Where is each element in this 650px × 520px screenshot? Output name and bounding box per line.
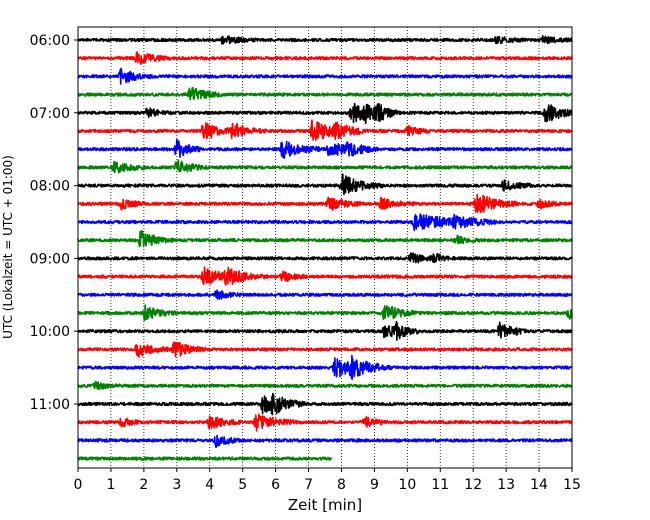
trace-line <box>77 230 573 248</box>
trace-line <box>77 456 333 461</box>
trace-line <box>77 138 573 159</box>
x-axis-ticks: 0 1 2 3 4 5 6 7 8 9 10 11 12 13 14 15 <box>74 468 581 493</box>
trace-line <box>77 173 573 196</box>
x-tick-label: 0 <box>74 477 83 493</box>
trace-line <box>77 341 573 358</box>
trace-line <box>77 193 573 214</box>
x-tick-label: 9 <box>370 477 379 493</box>
y-tick-label: 06:00 <box>30 33 70 49</box>
x-tick-label: 10 <box>398 477 416 493</box>
x-tick-label: 4 <box>205 477 214 493</box>
plot-frame <box>77 26 573 469</box>
trace-line <box>77 392 573 416</box>
x-tick-label: 15 <box>563 477 581 493</box>
y-tick-label: 07:00 <box>30 106 70 122</box>
trace-line <box>77 159 573 174</box>
y-axis-ticks: 06:00 07:00 08:00 09:00 10:00 11:00 <box>30 33 78 413</box>
trace-line <box>77 67 573 85</box>
x-tick-label: 13 <box>497 477 515 493</box>
trace-line <box>77 354 573 380</box>
trace-line <box>77 102 573 125</box>
trace-line <box>77 380 573 390</box>
x-tick-label: 1 <box>106 477 115 493</box>
trace-line <box>77 289 573 300</box>
y-axis-label: UTC (Lokalzeit = UTC + 01:00) <box>1 155 15 339</box>
x-tick-label: 5 <box>238 477 247 493</box>
plot-area <box>78 27 572 468</box>
y-tick-label: 08:00 <box>30 179 70 195</box>
trace-line <box>77 119 573 141</box>
trace-line <box>77 434 573 448</box>
trace-line <box>77 266 573 286</box>
x-tick-label: 3 <box>172 477 181 493</box>
trace-line <box>77 252 573 264</box>
y-tick-label: 09:00 <box>30 251 70 267</box>
trace-line <box>77 304 573 322</box>
trace-line <box>77 413 573 432</box>
trace-line <box>77 35 573 45</box>
x-tick-label: 7 <box>304 477 313 493</box>
y-tick-label: 10:00 <box>30 324 70 340</box>
trace-line <box>77 213 573 232</box>
x-tick-label: 8 <box>337 477 346 493</box>
x-tick-label: 6 <box>271 477 280 493</box>
trace-line <box>77 320 573 341</box>
x-tick-label: 11 <box>431 477 449 493</box>
x-axis-label: Zeit [min] <box>288 496 362 514</box>
x-tick-label: 14 <box>530 477 548 493</box>
x-tick-label: 2 <box>139 477 148 493</box>
trace-line <box>77 51 573 65</box>
trace-line <box>77 86 573 101</box>
y-tick-label: 11:00 <box>30 397 70 413</box>
x-tick-label: 12 <box>464 477 482 493</box>
trace-group <box>77 35 573 461</box>
